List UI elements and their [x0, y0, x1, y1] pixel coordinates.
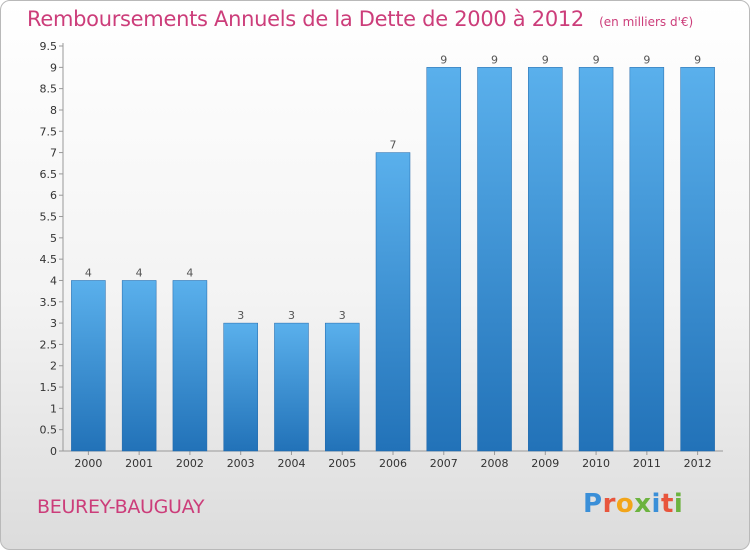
- x-tick-label-2004: 2004: [277, 457, 305, 470]
- chart-title-row: Remboursements Annuels de la Dette de 20…: [27, 7, 693, 31]
- data-label-2011: 9: [643, 53, 650, 66]
- bar-2004[interactable]: [274, 322, 309, 452]
- data-label-2007: 9: [440, 53, 447, 66]
- x-tick-label-2011: 2011: [633, 457, 661, 470]
- y-tick-label: 7.5: [40, 125, 58, 138]
- bar-2006[interactable]: [375, 152, 411, 452]
- y-tick-label: 9.5: [40, 40, 58, 53]
- x-tick-label-2001: 2001: [125, 457, 153, 470]
- logo-letter: x: [634, 489, 652, 519]
- y-tick-label: 0: [50, 445, 57, 458]
- data-label-2005: 3: [339, 309, 346, 322]
- y-tick-label: 1: [50, 402, 57, 415]
- y-tick-label: 6.5: [40, 168, 58, 181]
- data-label-2002: 4: [186, 266, 193, 279]
- chart-unit-label: (en milliers d'€): [599, 15, 694, 29]
- logo-letter: i: [651, 489, 661, 519]
- y-tick-label: 1.5: [40, 381, 58, 394]
- x-tick-label-2000: 2000: [74, 457, 102, 470]
- y-tick-label: 0.5: [40, 424, 58, 437]
- data-label-2000: 4: [85, 266, 92, 279]
- proxiti-logo[interactable]: Proxiti: [583, 489, 683, 519]
- bar-2011[interactable]: [629, 67, 665, 452]
- bar-2012[interactable]: [680, 67, 715, 452]
- x-tick-label-2012: 2012: [684, 457, 712, 470]
- bar-2001[interactable]: [121, 280, 157, 452]
- y-tick-label: 3: [50, 317, 57, 330]
- y-tick-label: 6: [50, 189, 57, 202]
- logo-letter: o: [615, 489, 635, 519]
- data-label-2001: 4: [136, 266, 143, 279]
- bar-2007[interactable]: [426, 67, 462, 452]
- bar-2002[interactable]: [172, 280, 208, 452]
- x-tick-label-2002: 2002: [176, 457, 204, 470]
- bar-2005[interactable]: [324, 322, 360, 452]
- x-tick-label-2010: 2010: [582, 457, 610, 470]
- logo-letter: P: [583, 489, 603, 519]
- data-label-2003: 3: [237, 309, 244, 322]
- data-label-2012: 9: [694, 53, 701, 66]
- bar-2009[interactable]: [528, 67, 563, 452]
- x-tick-label-2009: 2009: [531, 457, 559, 470]
- x-tick-label-2003: 2003: [227, 457, 255, 470]
- data-label-2004: 3: [288, 309, 295, 322]
- x-tick-label-2006: 2006: [379, 457, 407, 470]
- y-tick-label: 4.5: [40, 253, 58, 266]
- bar-2008[interactable]: [477, 67, 512, 452]
- y-tick-label: 4: [50, 274, 57, 287]
- bar-2000[interactable]: [71, 280, 106, 452]
- data-label-2009: 9: [542, 53, 549, 66]
- location-name: BEUREY-BAUGUAY: [37, 496, 205, 518]
- logo-letter: r: [602, 489, 616, 519]
- x-tick-label-2007: 2007: [430, 457, 458, 470]
- y-tick-label: 2.5: [40, 338, 58, 351]
- y-tick-label: 7: [50, 147, 57, 160]
- logo-letter: i: [673, 489, 684, 519]
- axes: 0 0.5 1 1.5 2 2.5 3 3.5 4 4.5 5 5.5 6 6.5 7 7.5 8 8.5 9 9.5…: [40, 40, 723, 470]
- bars: 4 4 4 3 3 3 7 9 9 9 9 9 9: [71, 53, 715, 452]
- data-label-2010: 9: [593, 53, 600, 66]
- x-tick-label-2005: 2005: [328, 457, 356, 470]
- data-label-2006: 7: [390, 139, 397, 152]
- chart-title: Remboursements Annuels de la Dette de 20…: [27, 7, 584, 31]
- y-tick-label: 5: [50, 232, 57, 245]
- y-tick-label: 5.5: [40, 211, 58, 224]
- bar-2010[interactable]: [578, 67, 614, 452]
- bar-2003[interactable]: [223, 322, 258, 452]
- logo-letter: t: [660, 489, 674, 519]
- y-tick-label: 2: [50, 360, 57, 373]
- y-tick-label: 9: [50, 61, 57, 74]
- y-tick-label: 8: [50, 104, 57, 117]
- y-tick-label: 3.5: [40, 296, 58, 309]
- data-label-2008: 9: [491, 53, 498, 66]
- x-tick-label-2008: 2008: [481, 457, 509, 470]
- y-tick-label: 8.5: [40, 83, 58, 96]
